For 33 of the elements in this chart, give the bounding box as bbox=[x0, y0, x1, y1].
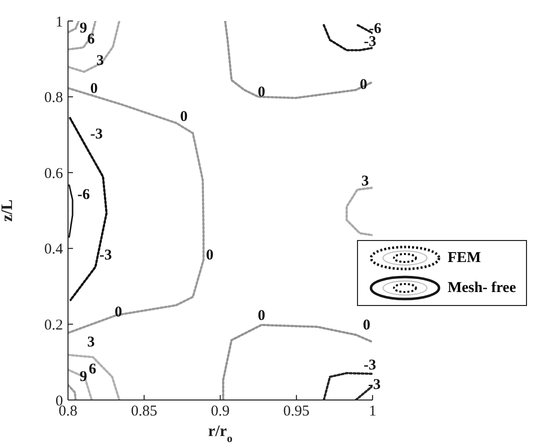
annotation: 6 bbox=[88, 361, 97, 378]
annotation: 0 bbox=[362, 317, 370, 334]
annotation: 0 bbox=[114, 304, 122, 320]
annotation: 6 bbox=[87, 32, 96, 48]
x-tick-label: 0.95 bbox=[283, 404, 310, 420]
annotation: 0 bbox=[360, 77, 368, 94]
y-tick-label: 0.6 bbox=[44, 166, 64, 182]
y-tick-label: 1 bbox=[56, 14, 63, 30]
annotation: 3 bbox=[361, 174, 369, 190]
annotation: -6 bbox=[77, 186, 90, 203]
y-tick-label: 0.2 bbox=[44, 318, 63, 334]
annotation: -3 bbox=[368, 376, 381, 393]
annotation: 9 bbox=[80, 368, 88, 385]
y-axis-title: z/L bbox=[0, 199, 16, 222]
annotation: 0 bbox=[258, 84, 266, 101]
legend-label: Mesh- free bbox=[448, 280, 516, 296]
x-tick-label: 0.9 bbox=[210, 404, 230, 420]
annotation: -3 bbox=[90, 126, 103, 142]
annotation: 9 bbox=[80, 20, 88, 37]
y-tick-label: 0.8 bbox=[44, 90, 63, 106]
annotation: 0 bbox=[180, 109, 188, 126]
annotation: 0 bbox=[258, 308, 266, 324]
annotation: 3 bbox=[87, 334, 95, 351]
x-axis-title: r/r$_{o}$ bbox=[208, 423, 233, 445]
annotation: 0 bbox=[206, 248, 214, 264]
annotation: 3 bbox=[96, 53, 104, 70]
x-tick-label: 0.85 bbox=[131, 404, 158, 420]
legend-label: FEM bbox=[448, 250, 481, 266]
annotation: -3 bbox=[99, 248, 112, 264]
x-tick-label: 1 bbox=[368, 404, 376, 420]
y-tick-label: 0.4 bbox=[44, 242, 64, 258]
annotation: -3 bbox=[364, 357, 376, 374]
annotation: 0 bbox=[90, 80, 98, 97]
